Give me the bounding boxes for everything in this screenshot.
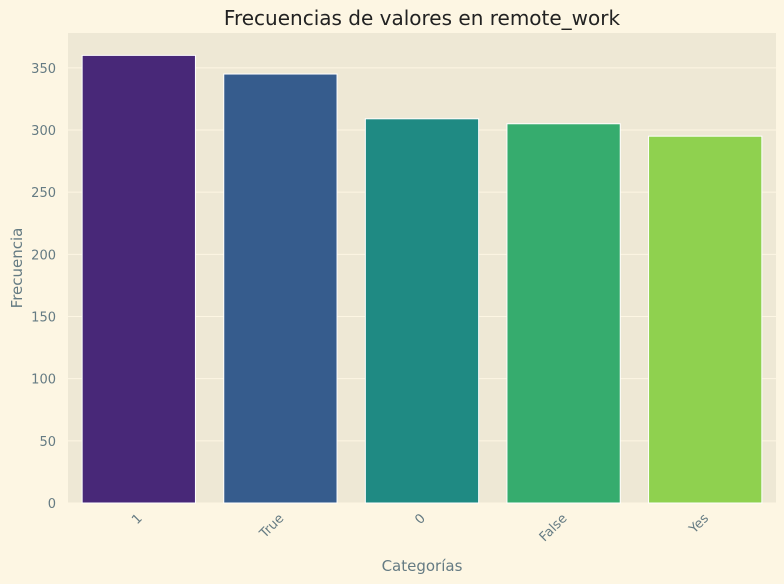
y-tick-label: 350 <box>31 62 56 77</box>
y-tick-label: 250 <box>31 186 56 201</box>
x-tick-label: 0 <box>412 511 428 527</box>
x-axis-ticks: 1 True 0 False Yes <box>129 511 712 545</box>
bar-1 <box>81 54 196 504</box>
bars <box>81 54 763 504</box>
bar-0 <box>364 118 480 504</box>
x-axis-title: Categorías <box>382 557 463 575</box>
bar-yes <box>648 135 763 504</box>
bar-true <box>223 73 338 504</box>
x-tick-label: False <box>537 511 571 545</box>
bar-false <box>506 123 621 504</box>
x-tick-label: 1 <box>129 511 145 527</box>
y-tick-label: 100 <box>31 373 56 388</box>
chart-title: Frecuencias de valores en remote_work <box>224 6 621 30</box>
x-tick-label: Yes <box>686 511 712 537</box>
y-tick-label: 300 <box>31 124 56 139</box>
y-axis-ticks: 0 50 100 150 200 250 300 350 <box>31 62 56 512</box>
y-tick-label: 150 <box>31 310 56 325</box>
x-tick-label: True <box>256 511 287 542</box>
y-axis-title: Frecuencia <box>8 228 26 309</box>
y-tick-label: 50 <box>39 435 56 450</box>
y-tick-label: 0 <box>48 497 56 512</box>
y-tick-label: 200 <box>31 248 56 263</box>
